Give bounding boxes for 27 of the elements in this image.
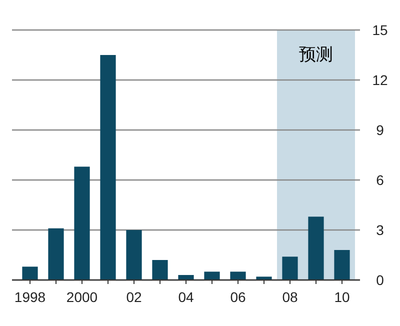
x-tick-label: 06 (230, 289, 246, 305)
y-tick-label: 0 (376, 272, 384, 288)
bar (308, 216, 324, 280)
bar (152, 260, 168, 280)
y-tick-label: 12 (372, 72, 388, 88)
bar (22, 266, 38, 280)
bar (334, 250, 350, 280)
bar (178, 275, 194, 280)
y-tick-label: 15 (372, 22, 388, 38)
band-label: 预测 (299, 45, 333, 64)
y-tick-label: 3 (376, 222, 384, 238)
bar (100, 55, 116, 280)
bar (204, 272, 220, 280)
x-tick-label: 1998 (14, 289, 46, 305)
bar (256, 276, 272, 280)
x-tick-label: 04 (178, 289, 194, 305)
bar (282, 256, 298, 280)
y-tick-label: 9 (376, 122, 384, 138)
bar (74, 166, 90, 280)
bar (48, 228, 64, 280)
x-tick-label: 10 (334, 289, 350, 305)
bar (230, 272, 246, 280)
bar (126, 230, 142, 280)
x-tick-label: 02 (126, 289, 142, 305)
x-tick-label: 08 (282, 289, 298, 305)
x-tick-label: 2000 (66, 289, 98, 305)
y-tick-label: 6 (376, 172, 384, 188)
